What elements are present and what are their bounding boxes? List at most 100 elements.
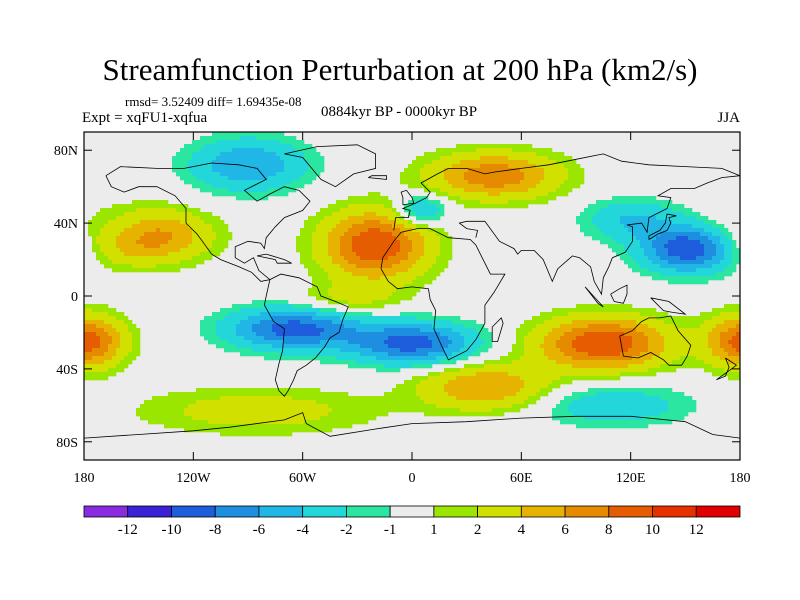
field-cell [520,200,525,205]
field-cell [236,332,241,337]
field-cell [320,324,325,329]
field-cell [232,396,237,401]
field-cell [416,244,421,249]
field-cell [236,428,241,433]
field-cell [284,340,289,345]
field-cell [584,356,589,361]
field-cell [552,368,557,373]
field-cell [496,204,501,209]
period-label: 0884kyr BP - 0000kyr BP [321,104,478,120]
field-cell [368,216,373,221]
field-cell [472,392,477,397]
field-cell [180,236,185,241]
field-cell [180,264,185,269]
field-cell [560,336,565,341]
field-cell [448,412,453,417]
field-cell [176,420,181,425]
field-cell [440,412,445,417]
field-cell [336,352,341,357]
field-cell [388,320,393,325]
field-cell [212,248,217,253]
field-cell [324,328,329,333]
field-cell [480,328,485,333]
field-cell [412,196,417,201]
field-cell [184,252,189,257]
field-cell [144,204,149,209]
field-cell [92,340,97,345]
field-cell [356,244,361,249]
field-cell [100,324,105,329]
field-cell [200,180,205,185]
field-cell [472,364,477,369]
field-cell [556,308,561,313]
field-cell [84,320,89,325]
field-cell [344,396,349,401]
field-cell [280,192,285,197]
field-cell [352,200,357,205]
field-cell [412,272,417,277]
field-cell [508,360,513,365]
field-cell [424,344,429,349]
field-cell [456,396,461,401]
field-cell [488,204,493,209]
field-cell [524,156,529,161]
field-cell [560,156,565,161]
field-cell [500,412,505,417]
field-cell [112,268,117,273]
field-cell [128,268,133,273]
field-cell [192,176,197,181]
field-cell [208,340,213,345]
field-cell [440,244,445,249]
field-cell [396,264,401,269]
field-cell [292,320,297,325]
field-cell [372,332,377,337]
field-cell [212,184,217,189]
field-cell [96,320,101,325]
field-cell [464,176,469,181]
field-cell [552,184,557,189]
field-cell [164,260,169,265]
field-cell [216,172,221,177]
field-cell [320,328,325,333]
field-cell [276,420,281,425]
field-cell [156,256,161,261]
field-cell [88,324,93,329]
field-cell [444,384,449,389]
field-cell [340,236,345,241]
field-cell [384,212,389,217]
field-cell [256,192,261,197]
field-cell [300,244,305,249]
field-cell [320,244,325,249]
field-cell [228,328,233,333]
field-cell [324,360,329,365]
field-cell [344,292,349,297]
field-cell [348,316,353,321]
field-cell [512,404,517,409]
field-cell [496,408,501,413]
field-cell [220,224,225,229]
field-cell [452,388,457,393]
field-cell [120,368,125,373]
field-cell [308,340,313,345]
field-cell [168,224,173,229]
field-cell [100,368,105,373]
field-cell [404,236,409,241]
field-cell [240,320,245,325]
field-cell [420,376,425,381]
field-cell [344,280,349,285]
field-cell [544,200,549,205]
field-cell [548,336,553,341]
field-cell [344,204,349,209]
field-cell [280,136,285,141]
field-cell [324,216,329,221]
field-cell [200,168,205,173]
field-cell [532,348,537,353]
field-cell [260,348,265,353]
field-cell [376,216,381,221]
field-cell [332,252,337,257]
field-cell [172,220,177,225]
field-cell [268,332,273,337]
field-cell [408,232,413,237]
field-cell [408,240,413,245]
field-cell [204,320,209,325]
